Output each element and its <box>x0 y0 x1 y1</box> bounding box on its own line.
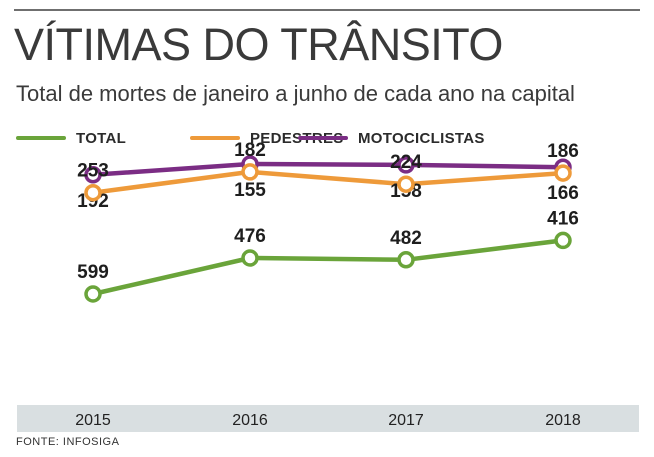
point-motociclistas-2017 <box>397 156 415 174</box>
data-label-total-2018: 416 <box>547 208 579 229</box>
data-label-total-2016: 476 <box>234 226 266 247</box>
data-label-pedestres-2016: 182 <box>234 140 266 161</box>
legend-item-pedestres: PEDESTRES <box>190 126 344 150</box>
x-tick-label-2016: 2016 <box>232 412 268 429</box>
point-pedestres-2016 <box>241 163 259 181</box>
point-total-2017 <box>397 251 415 269</box>
data-label-motociclistas-2016: 155 <box>234 180 266 201</box>
data-label-total-2015: 599 <box>77 262 109 283</box>
x-axis-band <box>17 405 639 432</box>
legend-swatch-motociclistas <box>298 136 348 140</box>
x-tick-label-2015: 2015 <box>75 412 111 429</box>
legend-item-motociclistas: MOTOCICLISTAS <box>298 126 485 150</box>
data-label-total-2017: 482 <box>390 228 422 249</box>
legend-label-total: TOTAL <box>76 129 127 147</box>
data-label-motociclistas-2018: 166 <box>547 183 579 204</box>
point-total-2016 <box>241 249 259 267</box>
point-pedestres-2017 <box>397 175 415 193</box>
legend-label-pedestres: PEDESTRES <box>250 129 344 147</box>
x-tick-label-2018: 2018 <box>545 412 581 429</box>
legend-swatch-pedestres <box>190 136 240 140</box>
legend-label-motociclistas: MOTOCICLISTAS <box>358 129 485 147</box>
point-total-2018 <box>554 231 572 250</box>
point-pedestres-2018 <box>554 164 572 182</box>
data-label-pedestres-2015: 253 <box>77 161 109 182</box>
legend-item-total: TOTAL <box>16 126 126 150</box>
chart-title: VÍTIMAS DO TRÂNSITO <box>14 19 503 70</box>
point-pedestres-2015 <box>84 183 102 202</box>
point-total-2015 <box>84 285 102 303</box>
data-label-pedestres-2018: 186 <box>547 141 579 162</box>
data-label-pedestres-2017: 224 <box>390 152 422 173</box>
chart-subtitle: Total de mortes de janeiro a junho de ca… <box>16 81 575 106</box>
series-line-pedestres <box>90 169 566 195</box>
series-line-motociclistas <box>90 161 566 178</box>
source-note: FONTE: INFOSIGA <box>16 436 120 448</box>
point-motociclistas-2015 <box>84 166 102 184</box>
top-rule <box>14 9 640 11</box>
legend-swatch-total <box>16 136 66 140</box>
x-tick-label-2017: 2017 <box>388 412 424 429</box>
series-line-total <box>90 238 566 297</box>
